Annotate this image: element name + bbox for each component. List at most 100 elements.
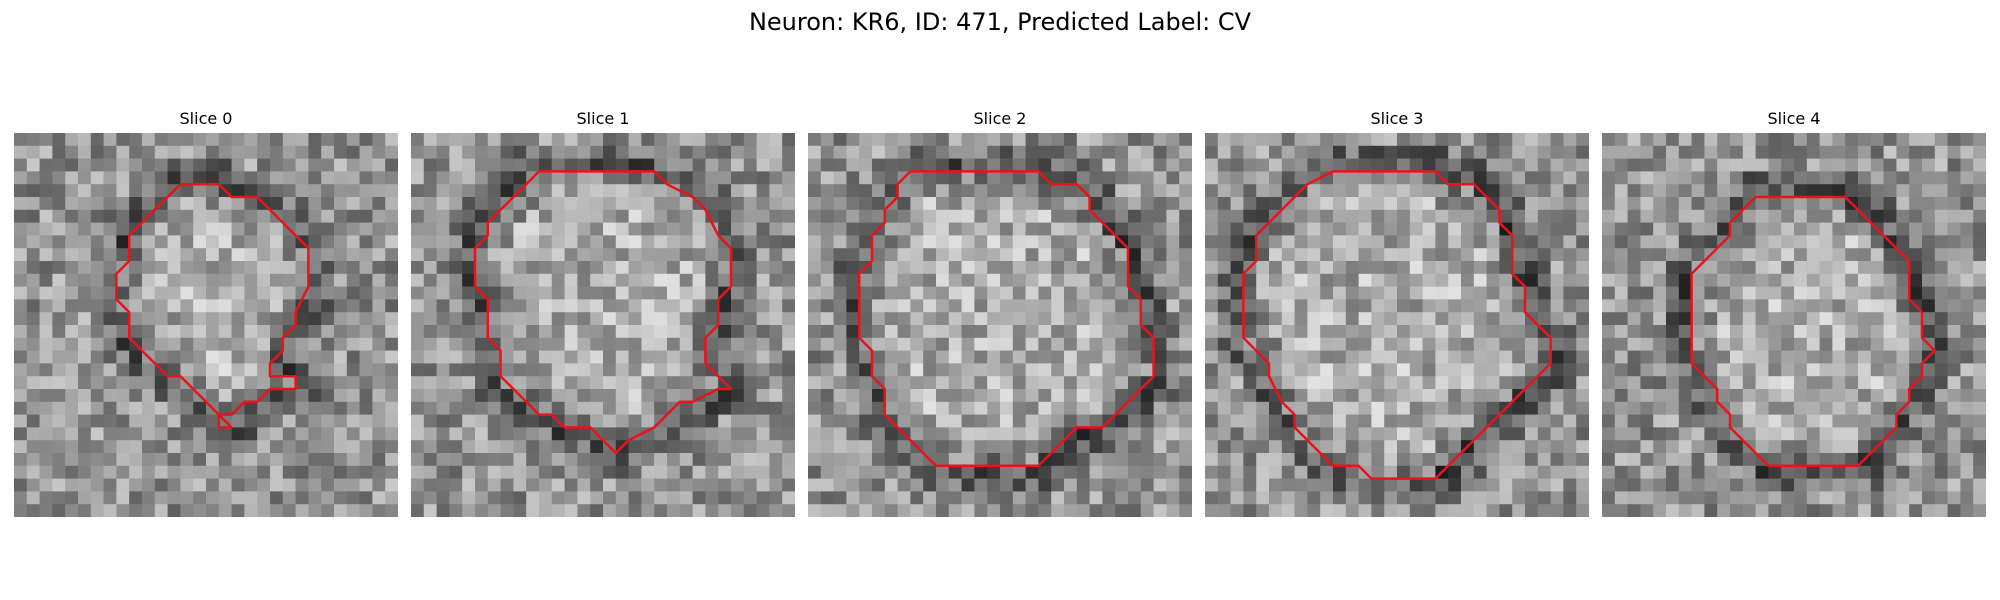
pixel [1870,350,1884,364]
pixel [1115,312,1129,326]
pixel [1550,273,1564,287]
pixel [564,261,578,275]
pixel [961,504,975,517]
pixel [1717,197,1731,211]
pixel [936,453,950,467]
pixel [756,312,770,326]
pixel [1883,261,1897,275]
pixel [628,389,642,403]
pixel [487,440,501,454]
pixel [603,286,617,300]
pixel [39,453,53,467]
pixel [872,171,886,185]
pixel [1205,504,1219,517]
pixel [1448,197,1462,211]
pixel [1461,414,1475,428]
pixel [1896,478,1910,492]
pixel [897,133,911,147]
pixel [1435,491,1449,505]
pixel [206,491,220,505]
pixel [1717,145,1731,159]
pixel [1614,414,1628,428]
pixel [1781,491,1795,505]
pixel [1371,235,1385,249]
pixel [808,261,822,275]
pixel [1845,235,1859,249]
pixel [961,389,975,403]
pixel [231,465,245,479]
pixel [321,299,335,313]
pixel [641,376,655,390]
pixel [1794,389,1808,403]
pixel [65,209,79,223]
pixel [577,299,591,313]
pixel [1934,401,1948,415]
pixel [1000,248,1014,262]
pixel [1397,209,1411,223]
pixel [1960,504,1974,517]
pixel [1627,273,1641,287]
pixel [884,133,898,147]
pixel [846,337,860,351]
pixel [615,414,629,428]
pixel [154,401,168,415]
pixel [449,197,463,211]
pixel [193,235,207,249]
pixel [1166,414,1180,428]
pixel [1742,337,1756,351]
pixel [1717,350,1731,364]
pixel [1512,209,1526,223]
pixel [731,273,745,287]
pixel [1064,145,1078,159]
pixel [1461,235,1475,249]
pixel [500,235,514,249]
pixel [1691,325,1705,339]
pixel [116,171,130,185]
pixel [116,222,130,236]
pixel [1205,478,1219,492]
pixel [1934,133,1948,147]
pixel [1960,491,1974,505]
pixel [1076,440,1090,454]
pixel [654,363,668,377]
pixel [1256,453,1270,467]
pixel [1960,184,1974,198]
pixel [1217,504,1231,517]
pixel [129,504,143,517]
pixel [65,184,79,198]
pixel [1333,312,1347,326]
pixel [372,299,386,313]
pixel [1832,350,1846,364]
pixel [679,299,693,313]
pixel [487,145,501,159]
pixel [1473,363,1487,377]
pixel [731,414,745,428]
pixel [1512,171,1526,185]
pixel [90,286,104,300]
pixel [180,273,194,287]
pixel [526,478,540,492]
pixel [1525,453,1539,467]
pixel [1089,363,1103,377]
pixel [1243,389,1257,403]
pixel [26,504,40,517]
pixel [667,248,681,262]
pixel [346,133,360,147]
pixel [654,133,668,147]
pixel [90,504,104,517]
pixel [1678,325,1692,339]
pixel [411,273,425,287]
pixel [1115,158,1129,172]
pixel [282,197,296,211]
pixel [1128,504,1142,517]
pixel [1166,222,1180,236]
pixel [1307,273,1321,287]
pixel [270,453,284,467]
pixel [1230,504,1244,517]
pixel [910,363,924,377]
pixel [257,235,271,249]
pixel [987,389,1001,403]
pixel [1473,133,1487,147]
pixel [603,145,617,159]
pixel [462,504,476,517]
